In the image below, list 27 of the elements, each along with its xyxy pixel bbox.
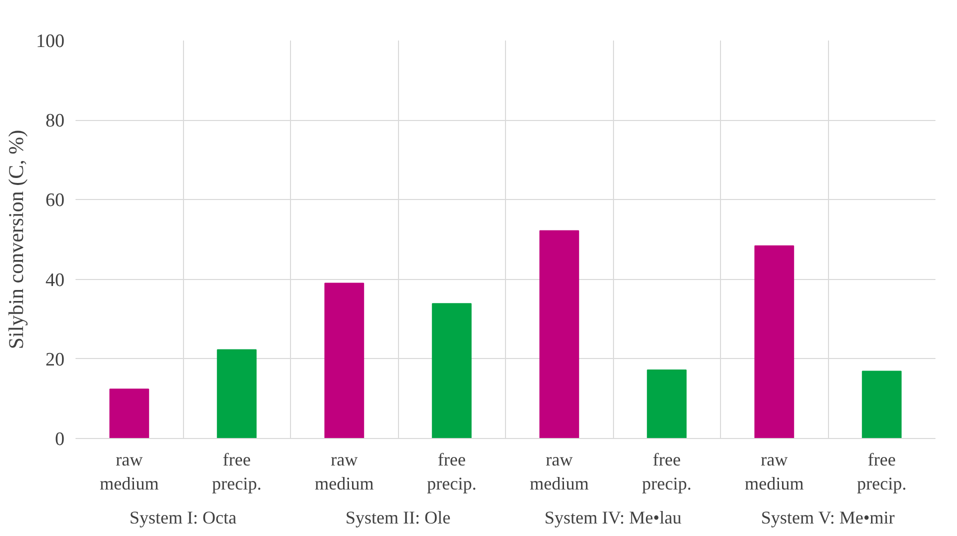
bar bbox=[109, 388, 150, 438]
x-tick-label: free precip. bbox=[642, 450, 692, 494]
x-tick-label: free precip. bbox=[857, 450, 906, 494]
y-axis-title: Silybin conversion (C, %) bbox=[4, 130, 28, 350]
bar bbox=[324, 282, 364, 438]
bar bbox=[432, 303, 472, 438]
x-tick-label: free precip. bbox=[427, 450, 476, 494]
y-tick-label: 0 bbox=[55, 429, 64, 450]
x-tick-label: raw medium bbox=[100, 450, 159, 494]
bar bbox=[216, 349, 257, 438]
y-tick-label: 40 bbox=[46, 270, 64, 291]
x-tick-label: raw medium bbox=[530, 450, 589, 494]
bar bbox=[754, 245, 794, 438]
y-tick-label: 20 bbox=[46, 349, 64, 370]
text: System I: Octa bbox=[130, 508, 236, 528]
bar bbox=[539, 230, 580, 438]
bar bbox=[862, 370, 902, 438]
y-tick-label: 100 bbox=[36, 31, 64, 52]
text: System IV: Me•lau bbox=[544, 508, 682, 528]
x-tick-label: raw medium bbox=[744, 450, 804, 494]
text: System V: Me•mir bbox=[761, 508, 895, 528]
x-tick-label: raw medium bbox=[314, 450, 374, 494]
x-tick-label: free precip. bbox=[212, 450, 262, 494]
y-tick-label: 60 bbox=[46, 190, 64, 212]
bar bbox=[646, 370, 687, 438]
text: System II: Ole bbox=[346, 508, 451, 528]
y-tick-label: 80 bbox=[46, 110, 64, 132]
